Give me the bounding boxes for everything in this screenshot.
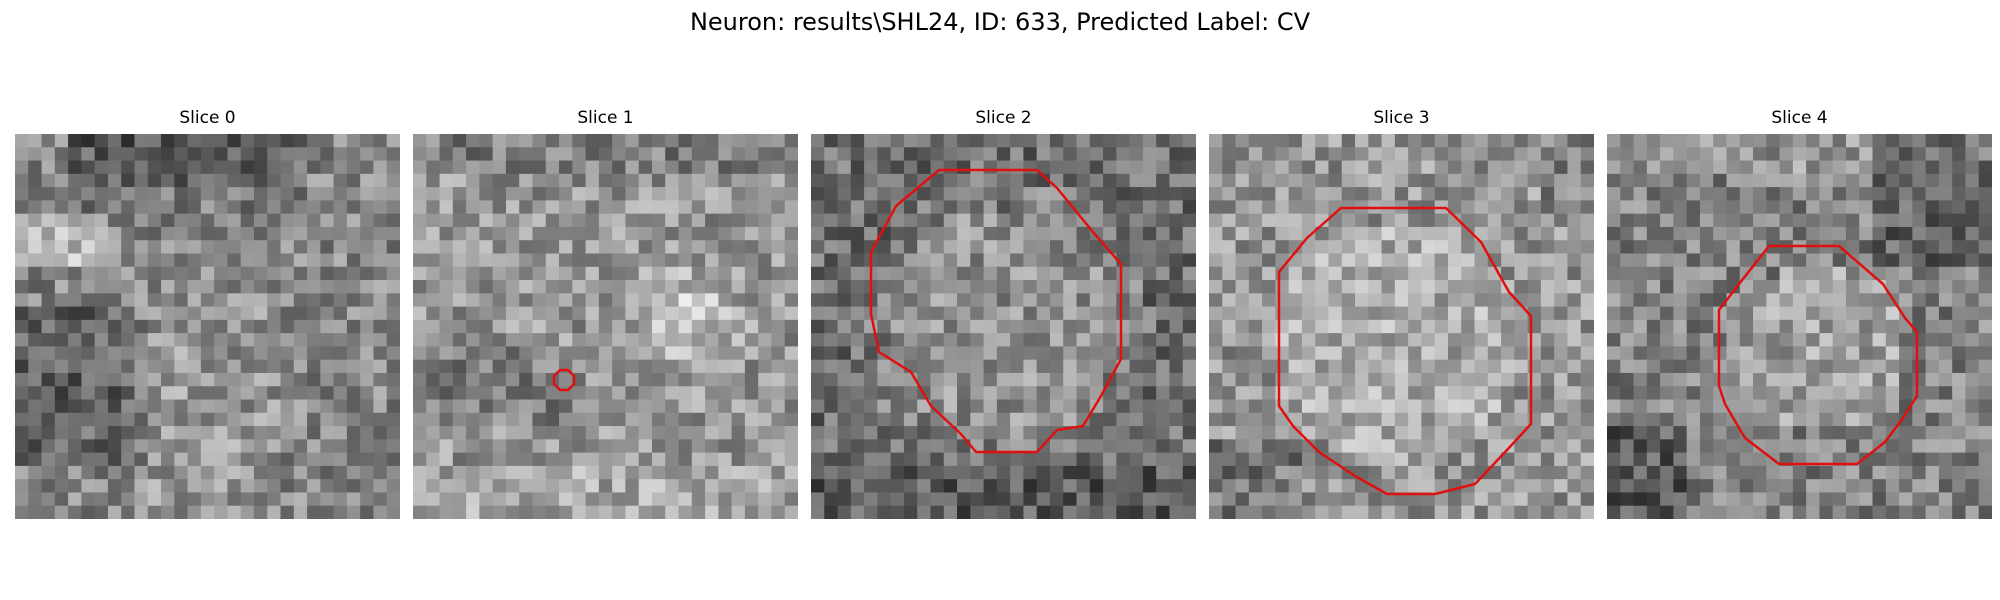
slice-image-2: [811, 134, 1196, 519]
slice-image-4: [1607, 134, 1992, 519]
slice-image-3: [1209, 134, 1594, 519]
figure-title: Neuron: results\SHL24, ID: 633, Predicte…: [689, 8, 1311, 36]
slice-panel-2: Slice 2: [811, 108, 1196, 523]
slice-panel-4: Slice 4: [1607, 108, 1992, 523]
slice-canvas-4: [1607, 134, 1992, 519]
roi-contour-3: [1277, 206, 1533, 496]
slice-title-0: Slice 0: [179, 108, 236, 128]
slice-title-1: Slice 1: [577, 108, 634, 128]
slice-title-2: Slice 2: [975, 108, 1032, 128]
slice-canvas-2: [811, 134, 1196, 519]
slice-panel-3: Slice 3: [1209, 108, 1594, 523]
roi-contour-4: [1717, 244, 1919, 466]
slice-image-1: [413, 134, 798, 519]
slice-title-3: Slice 3: [1373, 108, 1430, 128]
slice-canvas-3: [1209, 134, 1594, 519]
slice-canvas-0: [15, 134, 400, 519]
slice-title-4: Slice 4: [1771, 108, 1828, 128]
slice-panel-0: Slice 0: [15, 108, 400, 523]
slice-panel-1: Slice 1: [413, 108, 798, 523]
roi-contour-1: [552, 368, 576, 392]
roi-contour-2: [869, 168, 1123, 454]
slice-image-0: [15, 134, 400, 519]
slice-canvas-1: [413, 134, 798, 519]
